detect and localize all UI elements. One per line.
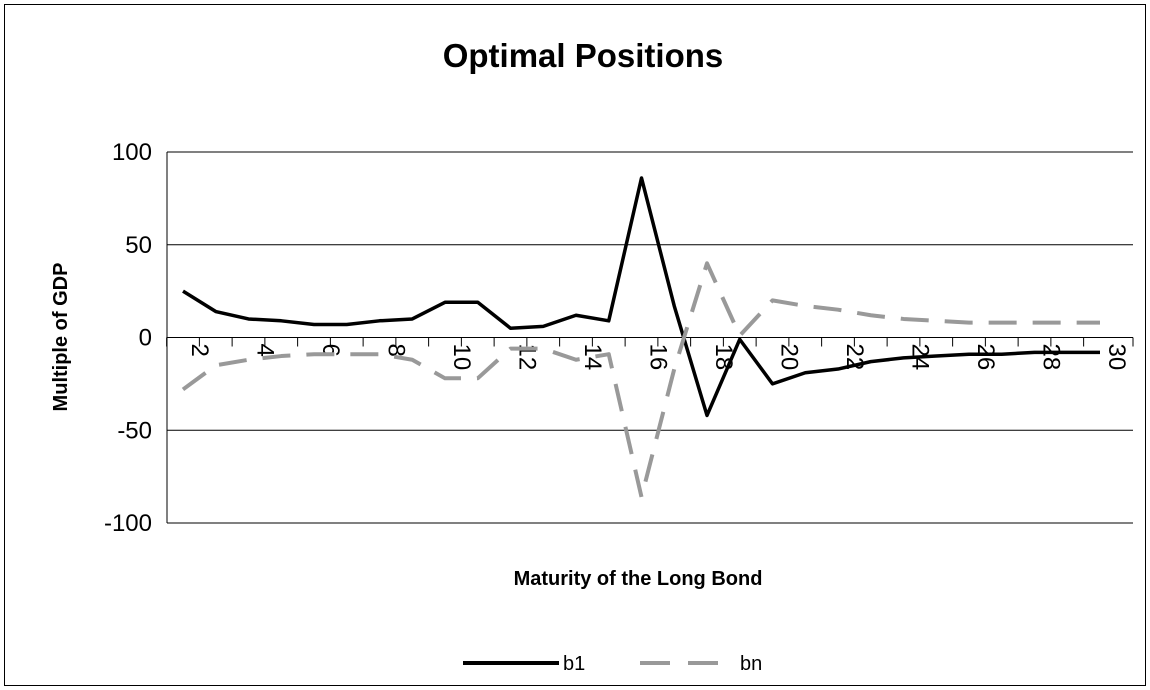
series-lines: [181, 176, 1100, 500]
x-tick-label: 20: [776, 344, 803, 371]
x-axis-label: Maturity of the Long Bond: [514, 568, 763, 590]
x-tick-label: 8: [383, 344, 410, 357]
chart-title: Optimal Positions: [443, 37, 724, 74]
y-tick-label: 50: [125, 232, 152, 259]
x-tick-label: 26: [972, 344, 999, 371]
legend-label-b1: b1: [563, 653, 585, 675]
legend: b1 bn: [463, 653, 762, 675]
legend-label-bn: bn: [740, 653, 762, 675]
y-axis-label: Multiple of GDP: [50, 263, 72, 412]
series-line-b1: [182, 176, 1100, 418]
x-tick-label: 28: [1038, 344, 1065, 371]
series-line-bn: [181, 261, 1100, 500]
y-tick-label: 0: [139, 325, 152, 352]
x-tick-label: 2: [186, 344, 213, 357]
y-tick-label: -100: [104, 510, 152, 537]
x-tick-label: 16: [645, 344, 672, 371]
x-tick-label: 4: [252, 344, 279, 357]
y-tick-label: -50: [117, 417, 152, 444]
x-tick-label: 30: [1103, 344, 1130, 371]
y-tick-label: 100: [112, 139, 152, 166]
y-tick-labels: -100 -50 0 50 100: [104, 139, 152, 537]
x-tick-label: 10: [448, 344, 475, 371]
chart-frame: [4, 4, 1146, 686]
